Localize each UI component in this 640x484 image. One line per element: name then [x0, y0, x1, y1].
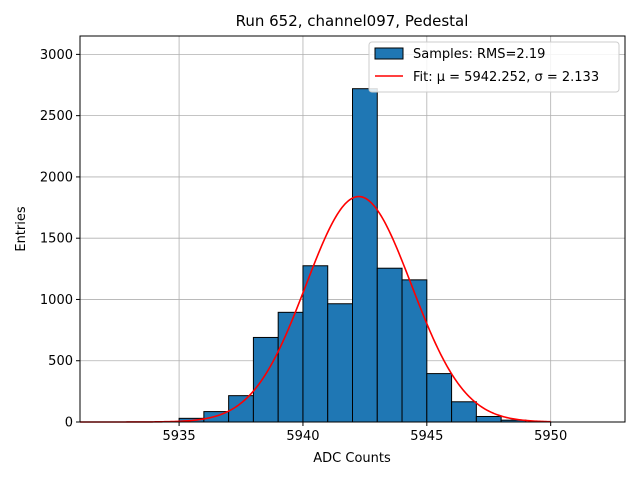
histogram-bar: [277, 311, 304, 423]
histogram-bar: [252, 336, 279, 423]
y-axis-label: Entries: [14, 206, 29, 252]
x-tick-label: 5935: [163, 429, 196, 444]
histogram-bar: [426, 373, 453, 423]
legend-fit-label: Fit: μ = 5942.252, σ = 2.133: [413, 70, 599, 85]
histogram-bar: [451, 401, 477, 423]
histogram-bar: [475, 415, 502, 423]
y-tick-label: 0: [65, 416, 73, 431]
x-tick-label: 5940: [286, 429, 319, 444]
y-axis-ticks: 0 500 1000 1500 2000 2500 3000: [40, 48, 80, 431]
legend-histogram-label: Samples: RMS=2.19: [413, 47, 545, 62]
x-tick-label: 5945: [410, 429, 443, 444]
histogram-bar: [376, 267, 403, 423]
chart-title: Run 652, channel097, Pedestal: [236, 12, 469, 30]
plot-frame: [79, 35, 626, 423]
y-tick-label: 3000: [40, 48, 73, 63]
legend-box: [368, 41, 620, 93]
histogram-bar: [401, 279, 428, 423]
legend: Samples: RMS=2.19 Fit: μ = 5942.252, σ =…: [368, 41, 620, 93]
histogram-bar: [352, 88, 378, 423]
y-tick-label: 1500: [40, 232, 73, 247]
y-tick-label: 2000: [40, 170, 73, 185]
histogram-bars: [178, 88, 527, 423]
y-tick-label: 2500: [40, 109, 73, 124]
y-tick-label: 1000: [40, 293, 73, 308]
x-tick-label: 5950: [534, 429, 567, 444]
legend-histogram-swatch: [374, 47, 404, 60]
x-axis-ticks: 5935 5940 5945 5950: [163, 422, 567, 444]
histogram-bar: [327, 303, 353, 423]
histogram-bar: [302, 265, 329, 423]
y-tick-label: 500: [48, 354, 73, 369]
x-axis-label: ADC Counts: [313, 451, 391, 466]
